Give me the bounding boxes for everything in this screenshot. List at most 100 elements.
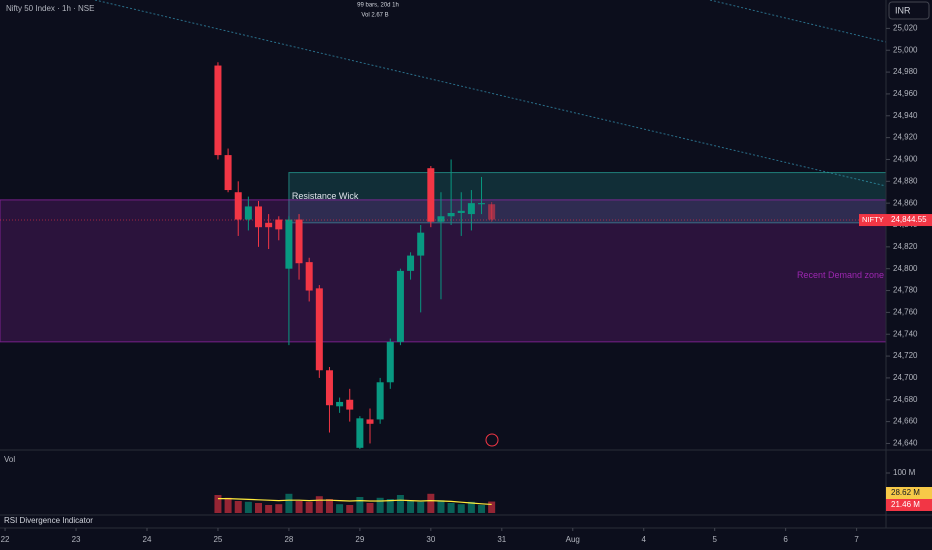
currency[interactable]: INR — [895, 5, 911, 15]
x-tick-label: 28 — [284, 535, 293, 544]
volume-bar — [356, 497, 364, 513]
candle-body — [366, 419, 374, 424]
candle-body — [224, 155, 232, 191]
volume-bar — [366, 503, 374, 513]
y-tick-label: 24,820 — [893, 242, 918, 251]
y-tick-label: 24,960 — [893, 89, 918, 98]
x-tick-label: 5 — [712, 535, 717, 544]
volume-bar — [244, 501, 252, 513]
volume-bar — [376, 497, 384, 513]
candle-body — [417, 232, 425, 256]
volume-ma — [217, 498, 492, 506]
candle-body — [478, 203, 486, 205]
trend-line — [94, 0, 887, 187]
y-tick-label: 24,980 — [893, 67, 918, 76]
volume-bar — [396, 495, 404, 513]
last-price-label: 24,844.55 — [891, 215, 927, 224]
last-volume-label: 21.46 M — [891, 500, 920, 509]
volume-bar — [346, 505, 354, 513]
x-tick-label: 31 — [497, 535, 506, 544]
volume-bar — [336, 504, 344, 513]
volume-bar — [214, 495, 222, 513]
y-tick-label: 24,760 — [893, 307, 918, 316]
chart-title: Nifty 50 Index · 1h · NSE — [6, 4, 94, 13]
candle-body — [376, 382, 384, 420]
x-tick-label: 6 — [783, 535, 788, 544]
y-tick-label: 25,020 — [893, 24, 918, 33]
x-tick-label: 22 — [1, 535, 10, 544]
y-tick-label: 24,800 — [893, 264, 918, 273]
y-tick-label: 25,000 — [893, 45, 918, 54]
candle-body — [467, 203, 475, 215]
y-tick-label: 24,640 — [893, 439, 918, 448]
volume-bar — [407, 501, 415, 513]
y-tick-label: 24,780 — [893, 286, 918, 295]
y-tick-label: 24,940 — [893, 111, 918, 120]
candle-body — [336, 401, 344, 407]
y-tick-label: 24,920 — [893, 133, 918, 142]
candle-body — [285, 219, 293, 269]
volume-bar — [417, 501, 425, 513]
y-tick-label: 24,880 — [893, 176, 918, 185]
candle-body — [325, 370, 333, 406]
candle-body — [346, 399, 354, 410]
zone — [288, 172, 887, 224]
y-tick-label: 24,720 — [893, 351, 918, 360]
candle-body — [356, 418, 364, 448]
last-volume-box — [886, 487, 932, 499]
candle-body — [386, 341, 394, 383]
indicator-title: RSI Divergence Indicator — [4, 516, 93, 525]
volume-bar — [295, 501, 303, 513]
volume-bar — [478, 505, 486, 513]
candle-body — [255, 206, 263, 228]
x-tick-label: 23 — [72, 535, 81, 544]
y-tick-label: 24,660 — [893, 417, 918, 426]
volume-bar — [437, 500, 445, 513]
candle-body — [427, 168, 435, 222]
volume-bar — [255, 503, 263, 513]
y-tick-label: 24,860 — [893, 198, 918, 207]
y-tick-label: 24,700 — [893, 373, 918, 382]
volume-bar — [427, 493, 435, 513]
candle-body — [315, 288, 323, 371]
last-volume-label: 28.62 M — [891, 488, 920, 497]
event-icon[interactable] — [485, 433, 499, 447]
volume-bar — [315, 496, 323, 513]
volume-bar — [224, 497, 232, 513]
y-tick-label: 24,740 — [893, 329, 918, 338]
volume-bar — [275, 504, 283, 513]
x-tick-label: 30 — [426, 535, 435, 544]
currency-button[interactable] — [888, 1, 930, 20]
candle-body — [488, 204, 496, 220]
candle-body — [295, 219, 303, 264]
candle-body — [305, 262, 313, 291]
x-tick-label: Aug — [566, 535, 580, 544]
candle-body — [265, 222, 273, 228]
x-tick-label: 29 — [355, 535, 364, 544]
candle-body — [407, 255, 415, 271]
volume-bar — [447, 503, 455, 513]
volume-bar — [325, 499, 333, 513]
volume-bar — [305, 501, 313, 513]
volume-bar — [467, 501, 475, 513]
x-tick-label: 4 — [641, 535, 646, 544]
last-volume-box — [886, 499, 932, 511]
candle-body — [234, 192, 242, 220]
volume-bar — [457, 504, 465, 513]
volume-bar — [488, 501, 496, 513]
x-tick-label: 24 — [143, 535, 152, 544]
info: Vol 2.67 B — [361, 13, 388, 19]
zone — [0, 199, 887, 343]
volume-bar — [265, 505, 273, 513]
volume-bar — [234, 501, 242, 513]
info: 99 bars, 20d 1h — [357, 3, 399, 9]
x-tick-label: 25 — [213, 535, 222, 544]
candle-body — [437, 216, 445, 222]
volume-tick-label: 100 M — [893, 468, 916, 477]
x-tick-label: 7 — [854, 535, 859, 544]
candle-body — [396, 270, 404, 342]
candle-body — [244, 206, 252, 220]
